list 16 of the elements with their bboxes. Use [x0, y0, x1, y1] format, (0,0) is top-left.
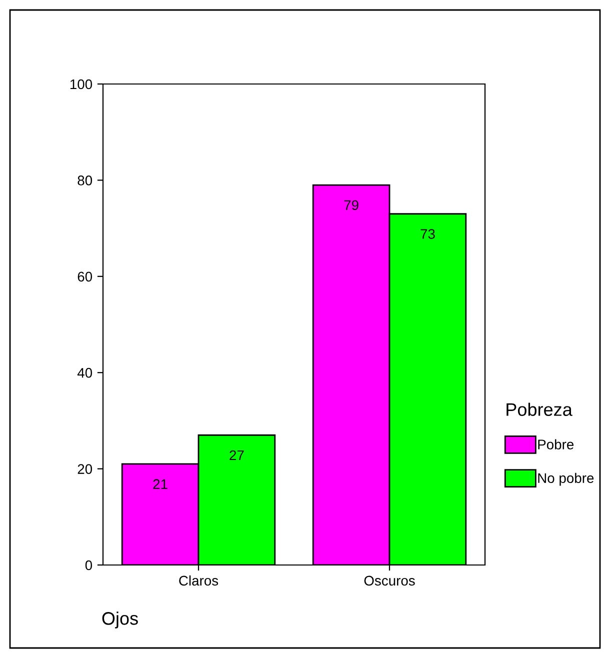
data-label: 79	[344, 200, 358, 210]
y-tick-label: 60	[78, 272, 92, 282]
data-label: 27	[230, 450, 244, 460]
legend-title: Pobreza	[506, 402, 572, 416]
data-label: 21	[153, 479, 168, 489]
legend-label: Pobre	[538, 439, 574, 450]
y-tick-label: 100	[70, 79, 92, 90]
y-tick-label: 0	[85, 560, 92, 570]
data-label: 73	[420, 229, 435, 239]
x-tick-label: Oscuros	[364, 576, 415, 586]
y-tick-label: 40	[77, 368, 92, 378]
x-tick-label: Claros	[179, 575, 218, 586]
x-axis-title: Ojos	[102, 612, 138, 628]
y-tick-label: 80	[78, 176, 92, 186]
legend-label: No pobre	[538, 472, 594, 486]
y-tick-label: 20	[78, 464, 92, 474]
